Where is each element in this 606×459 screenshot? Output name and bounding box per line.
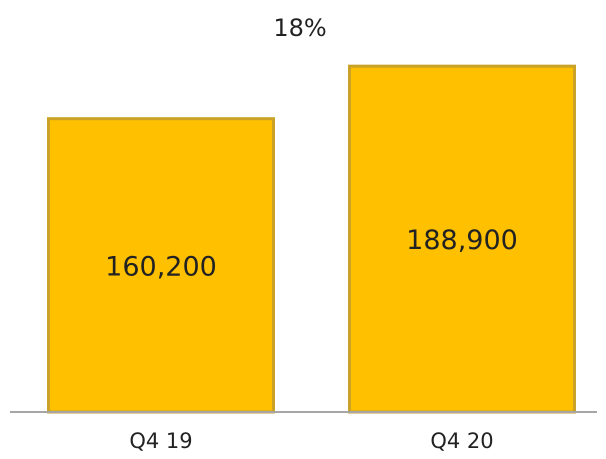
- bar-value-label: 188,900: [406, 225, 518, 256]
- bar-q4-19: [47, 117, 275, 414]
- labels-layer: 160,200 Q4 19 188,900 Q4 20: [105, 225, 518, 453]
- x-tick-label: Q4 19: [129, 429, 192, 453]
- bars-layer: [47, 64, 576, 414]
- x-tick-label: Q4 20: [430, 429, 493, 453]
- bar-value-label: 160,200: [105, 251, 217, 282]
- change-annotation: 18%: [273, 14, 326, 42]
- bar-q4-20: [348, 64, 576, 414]
